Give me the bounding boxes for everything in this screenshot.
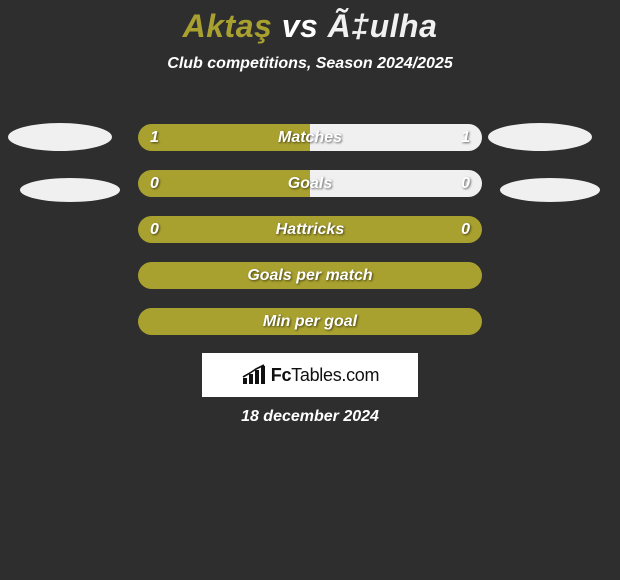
stat-value-left: 0	[150, 216, 159, 243]
stat-value-left: 1	[150, 124, 159, 151]
stat-label: Min per goal	[138, 308, 482, 335]
stat-row: Goals per match	[0, 262, 620, 289]
stat-row: Matches1 1	[0, 124, 620, 151]
stat-label: Goals	[138, 170, 482, 197]
stat-row: Hattricks0 0	[0, 216, 620, 243]
bars-icon	[241, 364, 267, 386]
stats-container: Matches11Goals00Hattricks00Goals per mat…	[0, 124, 620, 354]
comparison-title: Aktaş vs Ã‡ulha	[0, 0, 620, 45]
stat-label: Matches	[138, 124, 482, 151]
title-separator: vs	[282, 8, 319, 44]
fctables-logo[interactable]: FcTables.com	[202, 353, 418, 397]
player-right-name: Ã‡ulha	[328, 8, 438, 44]
logo-text-bold: Fc	[271, 365, 291, 385]
stat-row: Goals0 0	[0, 170, 620, 197]
snapshot-date: 18 december 2024	[0, 408, 620, 426]
stat-value-right: 1	[461, 124, 470, 151]
logo-text-rest: Tables.com	[291, 365, 379, 385]
stat-value-right: 0	[461, 216, 470, 243]
stat-label: Hattricks	[138, 216, 482, 243]
stat-value-right: 0	[461, 170, 470, 197]
player-left-name: Aktaş	[183, 8, 273, 44]
subtitle: Club competitions, Season 2024/2025	[0, 55, 620, 73]
stat-label: Goals per match	[138, 262, 482, 289]
stat-row: Min per goal	[0, 308, 620, 335]
logo-text: FcTables.com	[271, 365, 379, 386]
stat-value-left: 0	[150, 170, 159, 197]
